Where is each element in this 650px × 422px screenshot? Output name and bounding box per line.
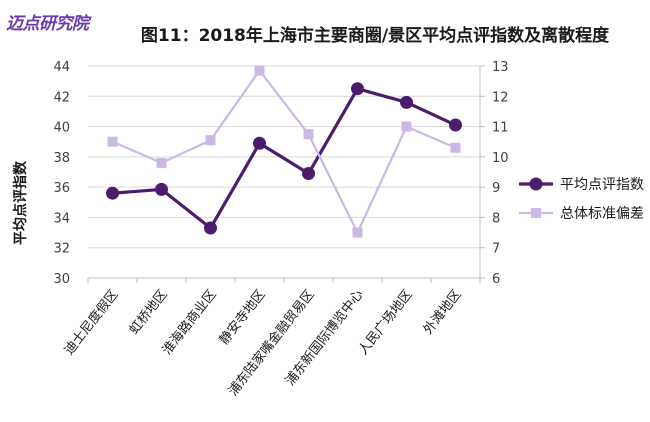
x-tick-label: 迪士尼度假区 (61, 287, 122, 358)
data-point (107, 136, 118, 147)
data-point (155, 182, 168, 196)
series (106, 65, 462, 238)
x-tick-label: 外滩地区 (421, 287, 465, 337)
data-point (450, 142, 461, 153)
x-tick-label: 虹桥地区 (127, 287, 171, 337)
data-point (352, 227, 363, 238)
logo: 迈点研究院 (6, 6, 89, 36)
x-tick-label: 静安寺地区 (217, 287, 269, 347)
legend-label: 平均点评指数 (560, 177, 644, 193)
y2-tick-label: 10 (492, 151, 509, 166)
data-point (401, 121, 412, 132)
logo-text: 迈点研究院 (6, 13, 89, 34)
legend-label: 总体标准偏差 (560, 206, 644, 222)
data-point (205, 135, 216, 146)
y-tick-label: 38 (53, 151, 70, 166)
grid (88, 65, 480, 279)
data-point (156, 157, 167, 168)
y-axis-label: 平均点评指数 (12, 160, 29, 245)
data-point (351, 82, 364, 96)
y-tick-label: 40 (53, 121, 70, 136)
chart-title: 图11：2018年上海市主要商圈/景区平均点评指数及离散程度 (141, 25, 610, 46)
data-point (254, 65, 265, 76)
data-point (302, 167, 315, 181)
y-tick-label: 32 (53, 242, 70, 257)
data-point (106, 186, 119, 200)
x-tick-label: 浦东陆家嘴金融贸易区 (225, 287, 318, 399)
data-point (400, 95, 413, 109)
y-tick-label: 44 (53, 60, 70, 75)
data-point (253, 136, 266, 150)
y2-tick-label: 6 (492, 272, 500, 287)
series-line (112, 87, 457, 230)
series-line (112, 69, 456, 234)
y2-tick-label: 11 (492, 121, 509, 136)
legend-marker (531, 208, 541, 218)
y-tick-label: 34 (53, 211, 70, 226)
y2-tick-label: 12 (492, 90, 509, 105)
y2-tick-label: 8 (492, 211, 500, 226)
y2-tick-label: 13 (492, 60, 509, 75)
y-tick-label: 36 (53, 181, 70, 196)
data-point (449, 118, 462, 132)
y-tick-label: 42 (53, 90, 70, 105)
data-point (204, 221, 217, 235)
legend-marker (529, 177, 543, 191)
y2-tick-label: 9 (492, 181, 500, 196)
y-tick-label: 30 (53, 272, 70, 287)
data-point (303, 129, 314, 140)
y2-tick-label: 7 (492, 242, 500, 257)
